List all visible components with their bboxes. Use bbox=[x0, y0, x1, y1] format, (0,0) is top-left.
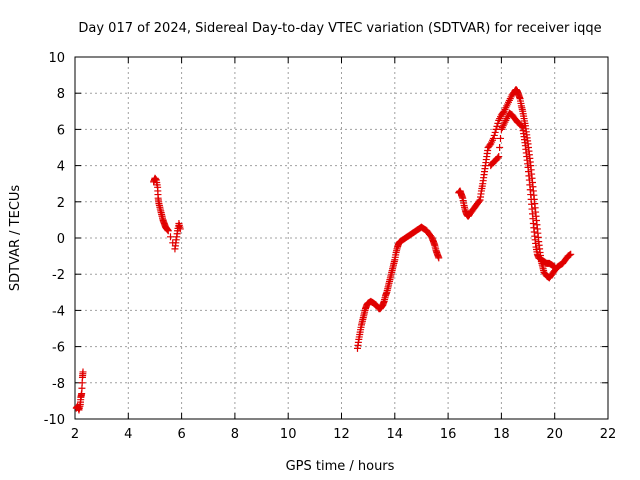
y-tick-label: 4 bbox=[57, 160, 65, 175]
data-point bbox=[494, 154, 502, 162]
data-point bbox=[435, 254, 443, 262]
data-point bbox=[550, 262, 558, 270]
x-tick-label: 14 bbox=[387, 427, 404, 442]
x-tick-label: 2 bbox=[71, 427, 79, 442]
y-tick-label: -6 bbox=[52, 341, 65, 356]
data-point bbox=[79, 368, 87, 376]
data-point bbox=[551, 263, 559, 271]
data-point bbox=[475, 197, 483, 205]
data-point bbox=[166, 233, 174, 241]
series-segment-3 bbox=[353, 223, 443, 352]
x-axis-ticks: 2 4 6 8 10 12 14 16 18 20 22 bbox=[71, 57, 616, 442]
y-axis-ticks: -10 -8 -6 -4 -2 0 2 4 6 8 10 bbox=[44, 51, 608, 428]
x-tick-label: 16 bbox=[440, 427, 457, 442]
x-tick-label: 8 bbox=[231, 427, 239, 442]
x-tick-label: 4 bbox=[124, 427, 132, 442]
data-point bbox=[495, 153, 503, 161]
data-point bbox=[567, 250, 575, 258]
series-segment-2 bbox=[150, 174, 184, 253]
data-point bbox=[494, 119, 502, 127]
series-segment-1 bbox=[72, 368, 87, 414]
data-point bbox=[176, 225, 184, 233]
y-tick-label: 6 bbox=[57, 123, 65, 138]
y-tick-label: -4 bbox=[52, 304, 65, 319]
data-point bbox=[493, 122, 501, 130]
y-tick-label: -10 bbox=[44, 413, 65, 428]
data-point bbox=[496, 144, 504, 151]
x-axis-label: GPS time / hours bbox=[286, 459, 395, 474]
x-tick-label: 20 bbox=[546, 427, 563, 442]
data-point bbox=[164, 227, 172, 235]
data-point bbox=[489, 134, 497, 142]
data-point bbox=[497, 134, 505, 142]
data-point bbox=[490, 131, 498, 139]
x-tick-label: 22 bbox=[600, 427, 617, 442]
x-tick-label: 18 bbox=[493, 427, 510, 442]
x-tick-label: 6 bbox=[177, 427, 185, 442]
y-tick-label: 8 bbox=[57, 87, 65, 102]
grid-lines bbox=[75, 57, 608, 419]
y-tick-label: 0 bbox=[57, 232, 65, 247]
x-tick-label: 10 bbox=[280, 427, 297, 442]
y-tick-label: 10 bbox=[48, 51, 65, 66]
data-point bbox=[491, 128, 499, 136]
y-axis-label: SDTVAR / TECUs bbox=[8, 185, 23, 292]
y-tick-label: -2 bbox=[52, 268, 65, 283]
x-tick-label: 12 bbox=[333, 427, 350, 442]
data-point bbox=[518, 122, 526, 130]
chart-title: Day 017 of 2024, Sidereal Day-to-day VTE… bbox=[78, 21, 601, 36]
data-point bbox=[566, 251, 574, 259]
series-segment-5 bbox=[487, 109, 559, 271]
data-points bbox=[72, 86, 575, 414]
y-tick-label: -8 bbox=[52, 377, 65, 392]
y-tick-label: 2 bbox=[57, 196, 65, 211]
